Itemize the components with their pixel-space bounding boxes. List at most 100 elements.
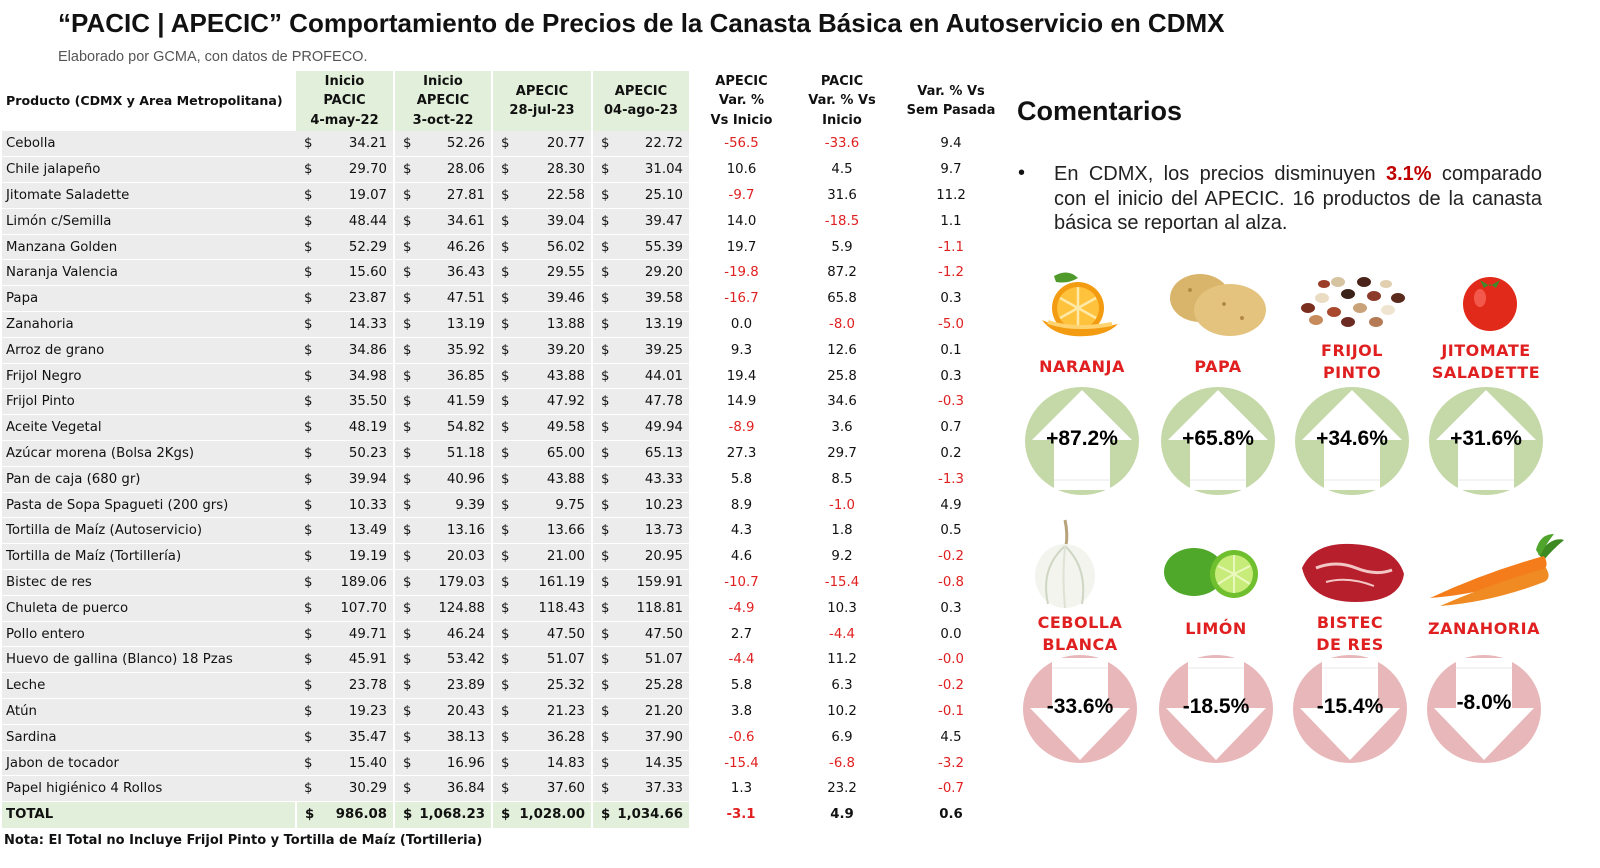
var-sem-pasada: 0.1	[940, 342, 962, 358]
highlight-value-up: +31.6%	[1450, 427, 1522, 450]
price-inicio-apecic: $124.88	[394, 595, 493, 622]
var-pacic-inicio: 23.2	[827, 781, 857, 797]
var-sem-pasada: 0.7	[940, 420, 962, 436]
up-arrow-icon	[1160, 386, 1276, 496]
column-header-apecic-04ago: APECIC 04-ago-23	[592, 71, 691, 131]
column-header-apecic-28jul: APECIC 28-jul-23	[492, 71, 593, 131]
column-header-inicio-apecic: Inicio APECIC 3-oct-22	[394, 71, 493, 131]
price-apecic-04ago: $10.23	[592, 492, 691, 519]
price-apecic-28jul: $22.58	[492, 182, 593, 209]
table-row: Naranja Valencia $15.60 $36.43 $29.55 $29.20…	[2, 259, 1010, 287]
price-apecic-04ago: $25.28	[592, 672, 691, 700]
var-pacic-inicio: -18.5	[824, 213, 860, 229]
price-inicio-pacic: $19.19	[296, 543, 395, 571]
page-title: “PACIC | APECIC” Comportamiento de Preci…	[58, 8, 1225, 38]
price-apecic-04ago: $13.19	[592, 311, 691, 338]
price-inicio-apecic: $46.26	[394, 234, 493, 261]
table-row: Leche $23.78 $23.89 $25.32 $25.28 5.8 6.3 -0.2	[2, 672, 1010, 700]
price-inicio-pacic: $50.23	[296, 440, 395, 467]
lime-icon	[1164, 548, 1258, 598]
product-name: Naranja Valencia	[2, 259, 296, 287]
var-pacic-inicio: 29.7	[827, 445, 857, 461]
product-name: Sardina	[2, 724, 296, 751]
price-inicio-apecic: $9.39	[394, 492, 493, 519]
product-name: Papa	[2, 285, 296, 313]
var-sem-pasada: -5.0	[938, 316, 964, 332]
highlight-label-up: NARANJA	[1039, 357, 1125, 376]
price-inicio-pacic: $34.98	[296, 363, 395, 390]
var-pacic-inicio: 11.2	[827, 652, 857, 668]
var-pacic-inicio: -1.0	[829, 497, 855, 513]
var-apecic-inicio: 0.0	[730, 316, 753, 332]
var-sem-pasada: -1.3	[938, 471, 964, 487]
var-pacic-inicio: -4.4	[829, 626, 855, 642]
total-inicio-apecic: $1,068.23	[394, 801, 493, 828]
orange-icon	[1042, 272, 1118, 337]
up-arrow-icon	[1024, 386, 1140, 496]
price-apecic-28jul: $14.83	[492, 750, 593, 777]
price-apecic-28jul: $43.88	[492, 466, 593, 493]
price-apecic-28jul: $118.43	[492, 595, 593, 622]
price-apecic-04ago: $43.33	[592, 466, 691, 493]
product-name: Huevo de gallina (Blanco) 18 Pzas	[2, 646, 296, 674]
price-inicio-pacic: $35.47	[296, 724, 395, 751]
highlight-label-down: BISTEC DE RES	[1316, 613, 1384, 654]
price-inicio-pacic: $48.19	[296, 414, 395, 442]
potato-icon	[1170, 274, 1266, 336]
var-pacic-inicio: 6.3	[831, 678, 853, 694]
product-name: Pan de caja (680 gr)	[2, 466, 296, 493]
price-inicio-pacic: $107.70	[296, 595, 395, 622]
price-inicio-apecic: $20.03	[394, 543, 493, 571]
product-name: Frijol Pinto	[2, 388, 296, 416]
comments-title: Comentarios	[1017, 96, 1183, 126]
var-sem-pasada: 0.3	[940, 600, 962, 616]
var-pacic-inicio: 4.5	[831, 162, 853, 178]
var-sem-pasada: -0.3	[938, 394, 964, 410]
var-sem-pasada: -0.8	[938, 574, 964, 590]
price-apecic-04ago: $39.47	[592, 208, 691, 235]
price-apecic-04ago: $25.10	[592, 182, 691, 209]
price-apecic-04ago: $20.95	[592, 543, 691, 571]
highlight-label-down: CEBOLLA BLANCA	[1037, 613, 1123, 654]
table-row: Jitomate Saladette $19.07 $27.81 $22.58 $25.…	[2, 182, 1010, 209]
price-apecic-04ago: $31.04	[592, 156, 691, 184]
total-row: TOTAL $986.08 $1,068.23 $1,028.00 $1,034.66-…	[2, 801, 1011, 828]
column-header-product: Producto (CDMX y Area Metropolitana)	[2, 71, 296, 131]
var-apecic-inicio: 27.3	[726, 445, 757, 461]
price-apecic-04ago: $51.07	[592, 646, 691, 674]
price-apecic-28jul: $47.92	[492, 388, 593, 416]
price-inicio-apecic: $40.96	[394, 466, 493, 493]
var-apecic-inicio: -0.6	[728, 729, 755, 745]
highlight-label-down: LIMÓN	[1185, 619, 1247, 638]
var-apecic-inicio: 14.0	[726, 213, 757, 229]
steak-icon	[1302, 543, 1404, 602]
product-name: Frijol Negro	[2, 363, 296, 390]
up-arrow-icon	[1294, 386, 1410, 496]
price-inicio-apecic: $36.84	[394, 775, 493, 803]
var-sem-pasada: -1.1	[938, 239, 964, 255]
product-name: Pasta de Sopa Spagueti (200 grs)	[2, 492, 296, 519]
price-apecic-04ago: $37.90	[592, 724, 691, 751]
var-apecic-inicio: 4.3	[730, 523, 753, 539]
comment-highlight: 3.1%	[1385, 163, 1432, 185]
var-sem-pasada: 0.2	[940, 445, 962, 461]
price-inicio-apecic: $52.26	[394, 131, 493, 158]
price-apecic-04ago: $39.25	[592, 337, 691, 364]
price-inicio-apecic: $46.24	[394, 621, 493, 648]
price-inicio-apecic: $27.81	[394, 182, 493, 209]
var-pacic-inicio: 87.2	[827, 265, 857, 281]
table-row: Tortilla de Maíz (Autoservicio) $13.49 $13…	[2, 517, 1010, 545]
var-sem-pasada: -0.1	[938, 703, 964, 719]
product-name: Tortilla de Maíz (Autoservicio)	[2, 517, 296, 545]
price-apecic-28jul: $47.50	[492, 621, 593, 648]
price-inicio-apecic: $13.16	[394, 517, 493, 545]
price-inicio-pacic: $10.33	[296, 492, 395, 519]
beans-icon	[1301, 277, 1405, 327]
price-apecic-04ago: $22.72	[592, 131, 691, 158]
var-apecic-inicio: 2.7	[730, 626, 753, 642]
product-name: Tortilla de Maíz (Tortillería)	[2, 543, 296, 571]
price-inicio-apecic: $47.51	[394, 285, 493, 313]
var-sem-pasada: -0.2	[938, 549, 964, 565]
column-header-var-sem: Var. % Vs Sem Pasada	[892, 71, 1010, 131]
price-inicio-apecic: $35.92	[394, 337, 493, 364]
